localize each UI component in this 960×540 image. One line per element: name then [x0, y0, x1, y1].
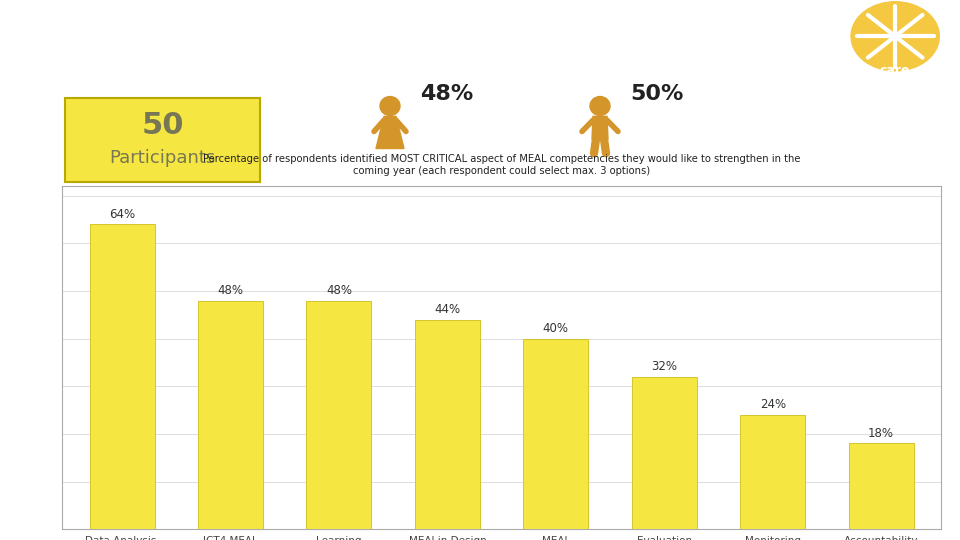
Bar [849, 443, 914, 529]
Text: 50%: 50% [630, 84, 684, 104]
Bar [65, 98, 260, 181]
Text: Participants: Participants [109, 149, 216, 167]
Circle shape [851, 2, 939, 71]
Polygon shape [376, 116, 404, 148]
Text: 18%: 18% [868, 427, 894, 440]
Text: 48%: 48% [218, 284, 244, 297]
Text: Results of the Regional Capacity Needs Assessment: Results of the Regional Capacity Needs A… [29, 22, 640, 42]
Text: 48%: 48% [420, 84, 473, 104]
Text: 50: 50 [141, 111, 183, 139]
Text: 40%: 40% [542, 322, 569, 335]
Text: care: care [880, 64, 910, 77]
Text: 48%: 48% [326, 284, 352, 297]
Bar [415, 320, 480, 529]
Bar [198, 301, 263, 529]
Bar [89, 225, 155, 529]
Text: 64%: 64% [109, 207, 135, 221]
Bar [306, 301, 372, 529]
Circle shape [380, 97, 400, 116]
Text: 24%: 24% [759, 398, 786, 411]
Bar [632, 377, 697, 529]
Text: 32%: 32% [651, 360, 677, 373]
Bar [523, 339, 588, 529]
Bar [740, 415, 805, 529]
Text: Percentage of respondents identified MOST CRITICAL aspect of MEAL competencies t: Percentage of respondents identified MOS… [203, 154, 801, 176]
Circle shape [846, 0, 945, 75]
Text: 44%: 44% [434, 303, 461, 316]
Polygon shape [592, 116, 608, 139]
Circle shape [590, 97, 610, 116]
